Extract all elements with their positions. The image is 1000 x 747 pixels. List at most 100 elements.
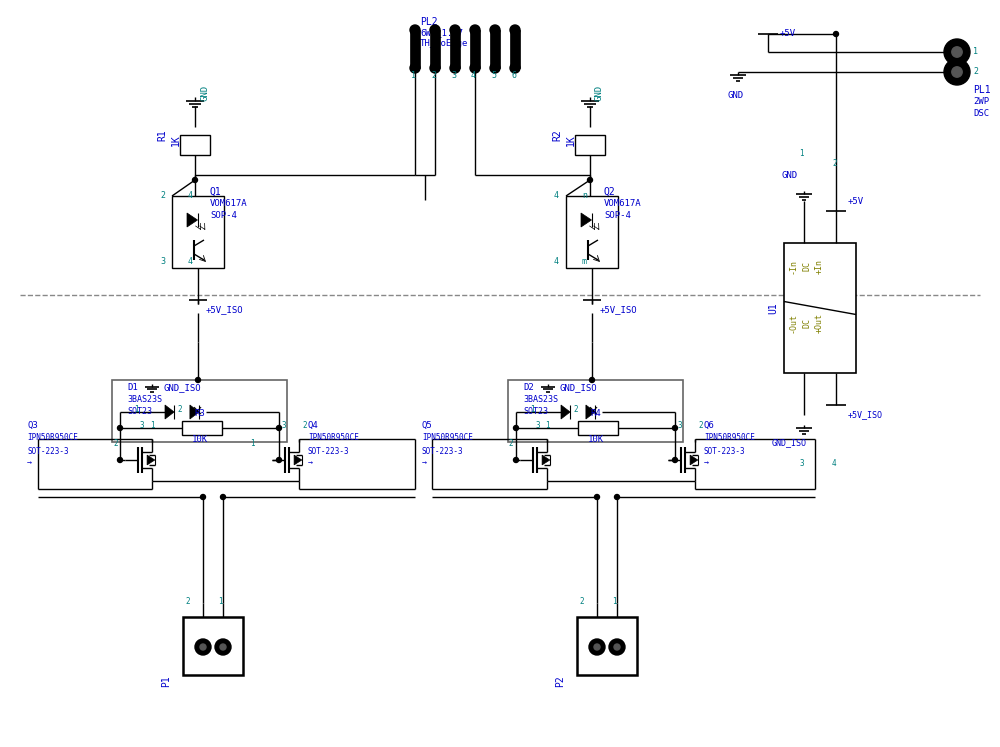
Bar [510, 30, 520, 68]
Text: 1K: 1K [566, 134, 576, 146]
Text: DC: DC [802, 261, 811, 271]
Polygon shape [542, 455, 550, 465]
Text: R2: R2 [552, 129, 562, 141]
Circle shape [470, 25, 480, 35]
Text: 3: 3 [678, 421, 683, 430]
Polygon shape [165, 405, 174, 419]
Text: SOP-4: SOP-4 [210, 211, 237, 220]
Text: 10K: 10K [588, 436, 604, 444]
Text: 1: 1 [218, 597, 223, 606]
Circle shape [276, 457, 282, 462]
Bar [172, 196, 224, 268]
Text: 4: 4 [188, 191, 193, 200]
Text: 1: 1 [411, 72, 416, 81]
Circle shape [276, 426, 282, 430]
Text: +Out: +Out [815, 313, 824, 333]
Circle shape [672, 426, 678, 430]
Text: 2WP: 2WP [973, 98, 989, 107]
Text: IPN50R950CE: IPN50R950CE [27, 433, 78, 442]
Text: D2: D2 [523, 383, 534, 392]
Text: 2: 2 [431, 72, 436, 81]
Text: Q3: Q3 [27, 421, 38, 430]
Text: →: → [704, 459, 709, 468]
Text: 4: 4 [832, 459, 837, 468]
Bar [450, 30, 460, 68]
Circle shape [200, 644, 206, 650]
Circle shape [195, 639, 211, 655]
Circle shape [834, 31, 838, 37]
Text: 1: 1 [973, 48, 978, 57]
Text: GND: GND [595, 85, 604, 101]
Text: U1: U1 [768, 302, 778, 314]
Circle shape [609, 639, 625, 655]
Polygon shape [561, 405, 570, 419]
Text: D1: D1 [127, 383, 138, 392]
Text: Q6: Q6 [704, 421, 715, 430]
Bar [575, 135, 605, 155]
Text: 3: 3 [451, 72, 456, 81]
Text: m: m [582, 258, 587, 267]
Text: GND_ISO: GND_ISO [164, 383, 202, 392]
Circle shape [510, 25, 520, 35]
Text: 4: 4 [554, 191, 559, 200]
Text: SOT23: SOT23 [127, 408, 152, 417]
Circle shape [192, 178, 198, 182]
Text: 1K: 1K [171, 134, 181, 146]
Polygon shape [147, 455, 155, 465]
Circle shape [614, 644, 620, 650]
Text: GND: GND [782, 170, 798, 179]
Text: 2: 2 [973, 67, 978, 76]
Bar [490, 30, 500, 68]
Text: 2: 2 [508, 439, 513, 448]
Text: R1: R1 [157, 129, 167, 141]
Text: 1: 1 [150, 421, 155, 430]
Text: SOT23: SOT23 [523, 408, 548, 417]
Text: -In: -In [789, 258, 798, 273]
Text: SOT-223-3: SOT-223-3 [422, 447, 464, 456]
Text: +5V_ISO: +5V_ISO [600, 306, 638, 314]
Text: SOT-223-3: SOT-223-3 [704, 447, 746, 456]
Circle shape [118, 426, 122, 430]
Text: 3: 3 [140, 421, 145, 430]
Circle shape [952, 66, 962, 77]
Circle shape [118, 457, 122, 462]
Text: 3BAS23S: 3BAS23S [127, 395, 162, 404]
Text: 2: 2 [573, 406, 578, 415]
Text: 2: 2 [160, 191, 165, 200]
Text: +5V_ISO: +5V_ISO [206, 306, 244, 314]
Polygon shape [586, 405, 595, 419]
Text: 3: 3 [535, 421, 540, 430]
Bar [784, 243, 856, 373]
Text: P2: P2 [555, 675, 565, 687]
Circle shape [594, 644, 600, 650]
Circle shape [514, 426, 518, 430]
Circle shape [470, 63, 480, 73]
Text: GND_ISO: GND_ISO [560, 383, 598, 392]
Text: 10K: 10K [192, 436, 208, 444]
Polygon shape [190, 405, 199, 419]
Circle shape [944, 39, 970, 65]
Bar [566, 196, 618, 268]
Circle shape [944, 59, 970, 85]
Circle shape [196, 377, 200, 382]
Bar [183, 617, 243, 675]
Circle shape [672, 457, 678, 462]
Polygon shape [581, 213, 592, 227]
Bar [180, 135, 210, 155]
Text: →: → [308, 459, 313, 468]
Circle shape [215, 639, 231, 655]
Polygon shape [187, 213, 198, 227]
Text: 2: 2 [579, 597, 584, 606]
Circle shape [490, 63, 500, 73]
Bar [112, 380, 287, 442]
Text: →: → [422, 459, 427, 468]
Circle shape [220, 644, 226, 650]
Text: GND_ISO: GND_ISO [772, 438, 807, 447]
Text: 1: 1 [545, 421, 550, 430]
Text: +5V: +5V [780, 29, 796, 39]
Text: VOM617A: VOM617A [604, 199, 642, 208]
Circle shape [510, 63, 520, 73]
Text: 2: 2 [302, 421, 307, 430]
Text: -Out: -Out [789, 313, 798, 333]
Text: 1: 1 [530, 406, 535, 415]
